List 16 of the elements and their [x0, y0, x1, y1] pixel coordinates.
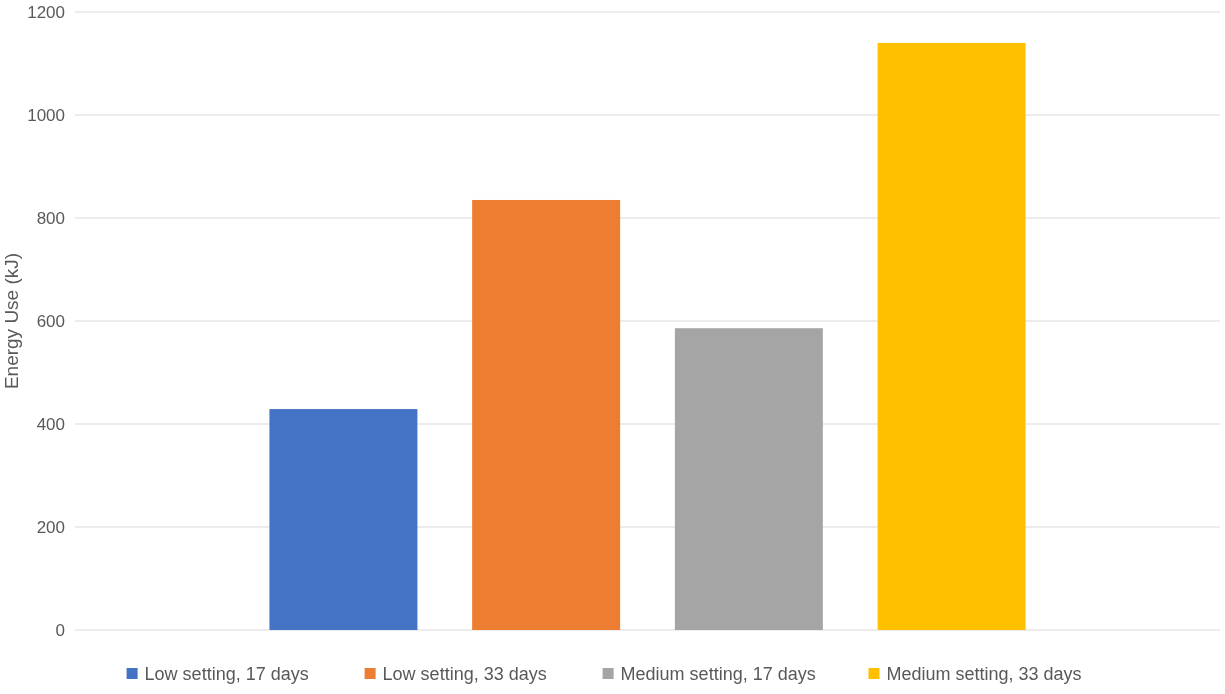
legend-label: Medium setting, 17 days: [620, 663, 816, 684]
y-tick-label: 200: [36, 517, 65, 537]
y-tick-label: 0: [55, 620, 65, 640]
legend-label: Medium setting, 33 days: [886, 663, 1082, 684]
y-tick-label: 1000: [27, 105, 65, 125]
y-axis-title: Energy Use (kJ): [1, 252, 22, 390]
bar: [269, 409, 418, 630]
y-tick-label: 400: [36, 414, 65, 434]
legend-label: Low setting, 17 days: [144, 663, 309, 684]
y-tick-label: 1200: [27, 2, 65, 22]
y-tick-label: 800: [36, 208, 65, 228]
y-tick-label: 600: [36, 311, 65, 331]
bar: [472, 199, 621, 630]
bar: [674, 328, 823, 630]
legend-label: Low setting, 33 days: [382, 663, 547, 684]
bar: [877, 42, 1026, 630]
